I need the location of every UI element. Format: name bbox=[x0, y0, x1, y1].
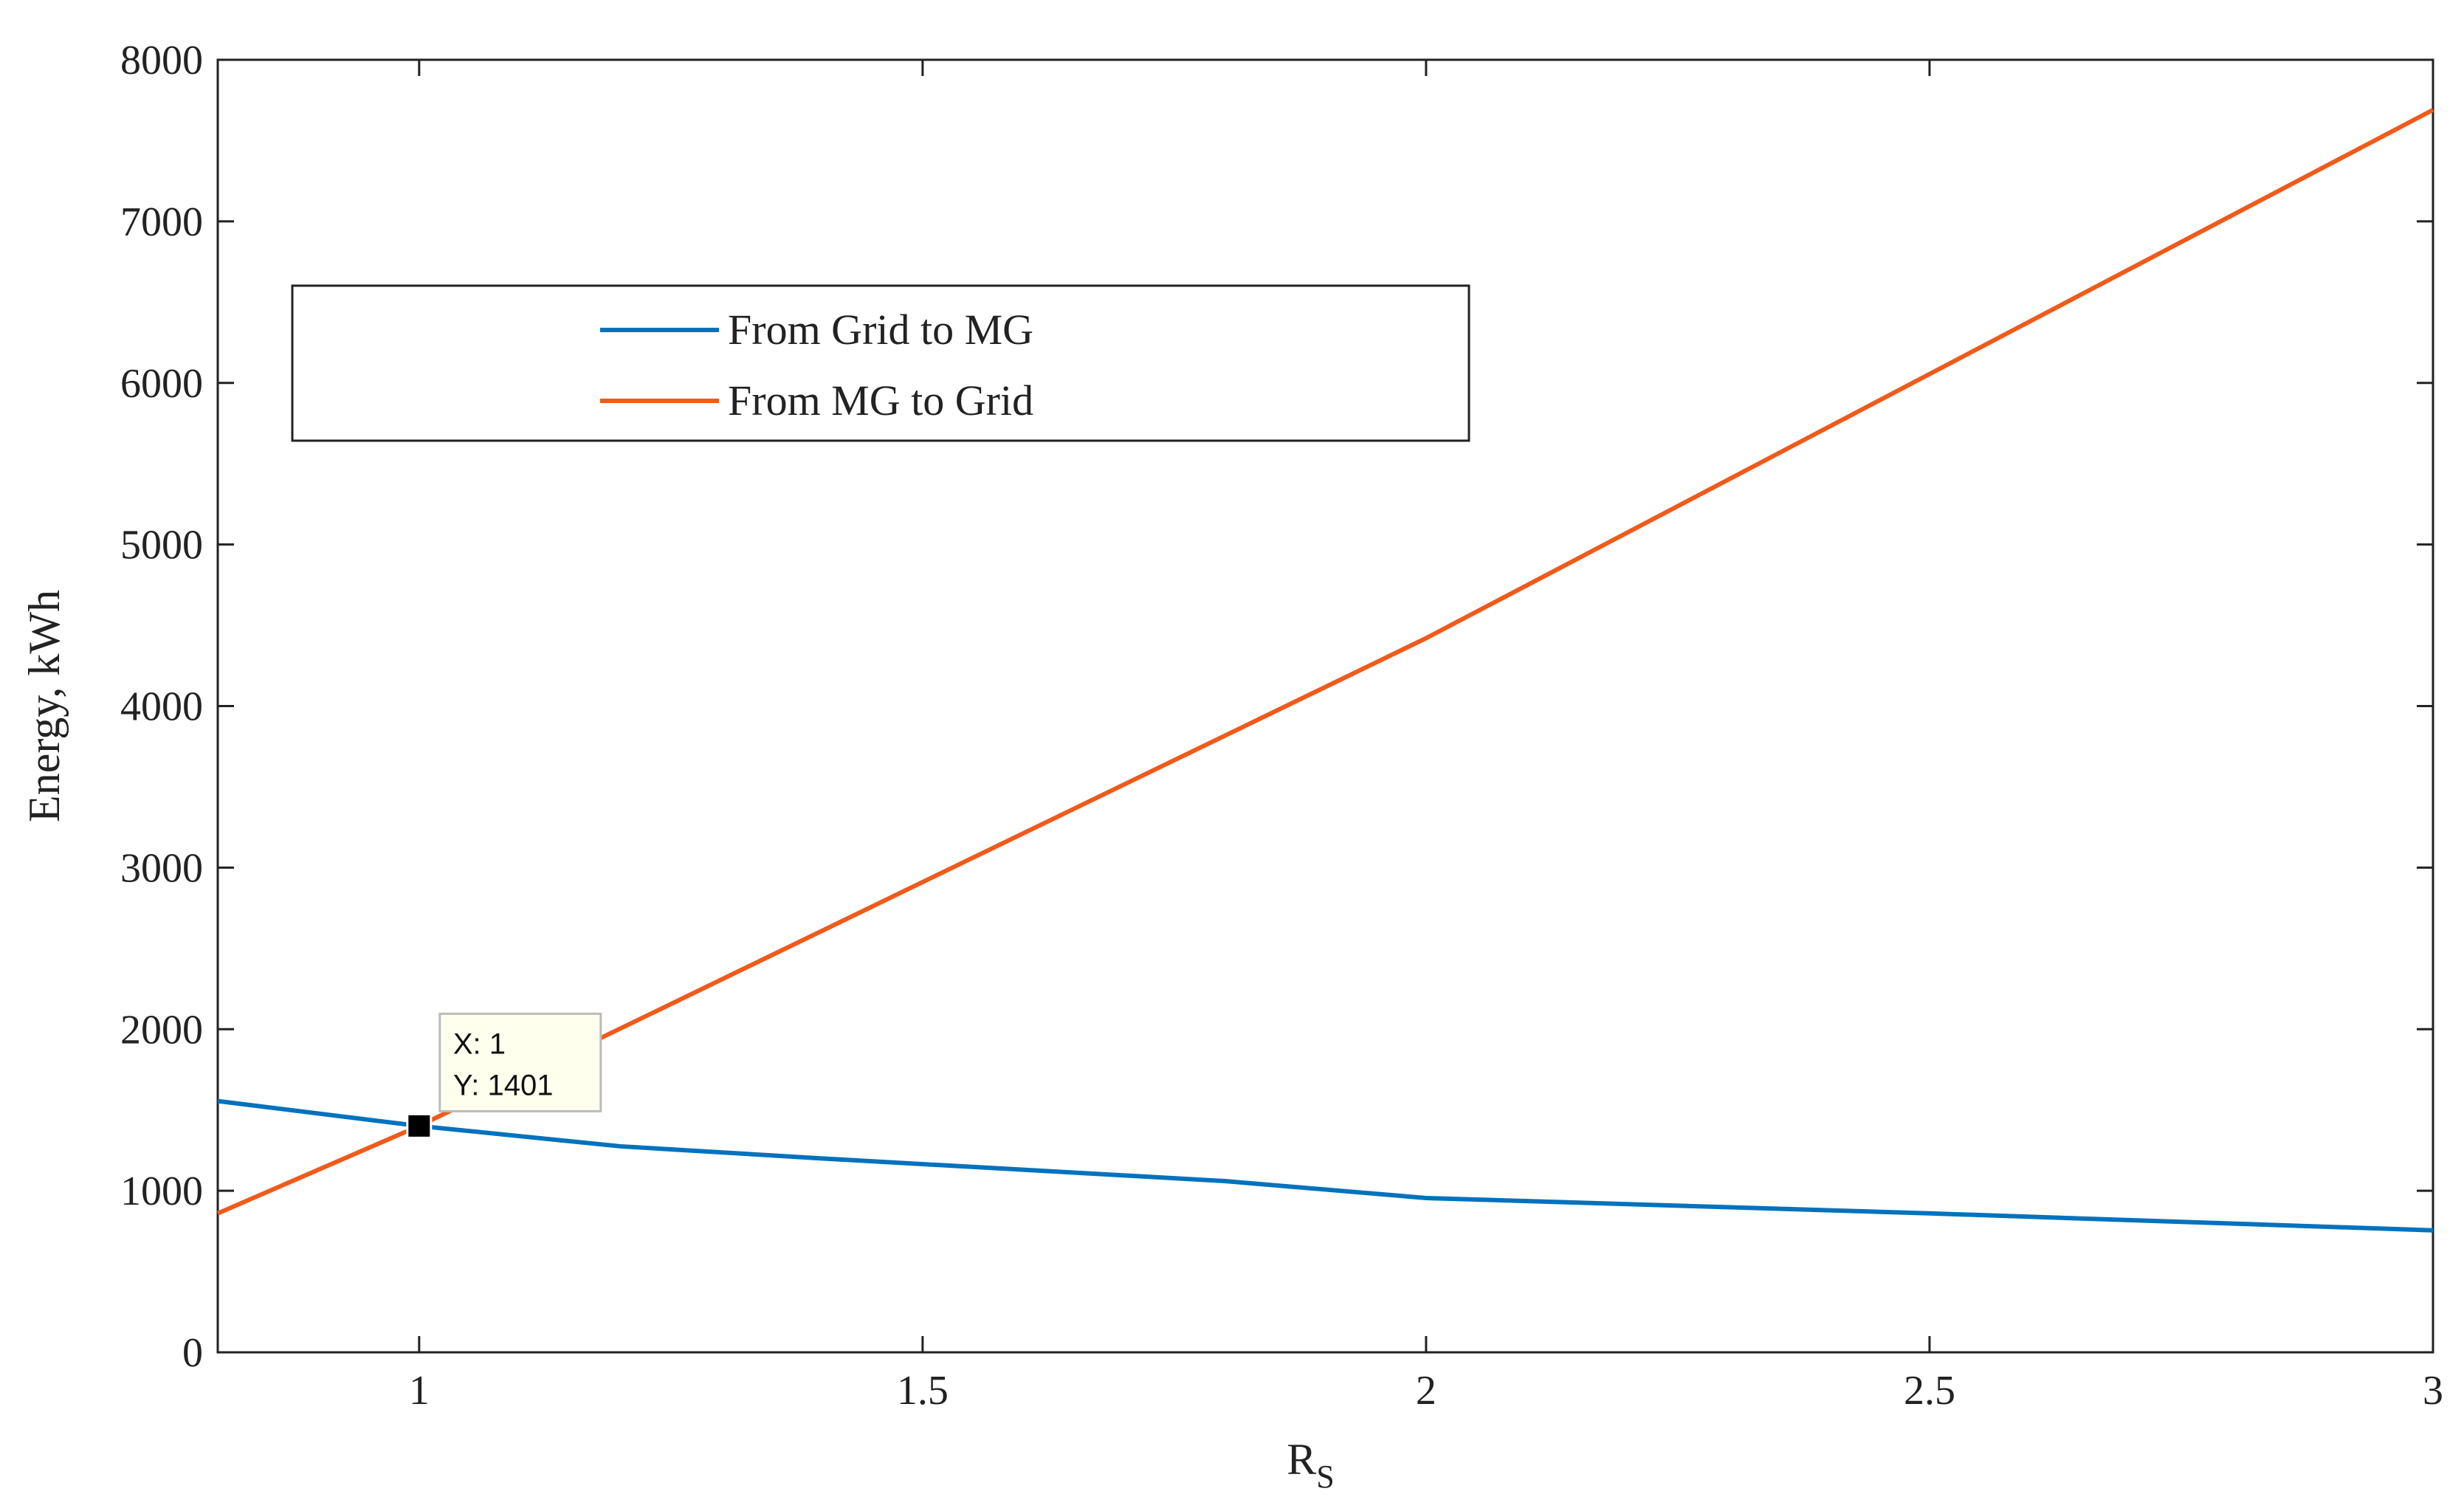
y-tick-label: 5000 bbox=[120, 523, 203, 568]
legend-label: From Grid to MG bbox=[728, 306, 1033, 354]
y-tick-label: 2000 bbox=[120, 1007, 203, 1053]
y-tick-label: 0 bbox=[182, 1330, 203, 1376]
y-tick-label: 4000 bbox=[120, 684, 203, 730]
x-tick-label: 2 bbox=[1416, 1368, 1436, 1414]
y-axis-label: Energy, kWh bbox=[20, 590, 69, 822]
x-tick-label: 1.5 bbox=[897, 1368, 949, 1414]
y-tick-label: 1000 bbox=[120, 1169, 203, 1214]
y-tick-label: 7000 bbox=[120, 199, 203, 245]
y-tick-label: 6000 bbox=[120, 361, 203, 407]
legend-box bbox=[291, 284, 1470, 442]
x-tick-label: 1 bbox=[409, 1368, 430, 1414]
series-line bbox=[216, 108, 2434, 1216]
plot-area bbox=[216, 58, 2434, 1354]
legend-label: From MG to Grid bbox=[728, 376, 1033, 424]
x-axis-label-sub: S bbox=[1316, 1459, 1334, 1495]
x-tick-label: 2.5 bbox=[1904, 1368, 1955, 1414]
y-tick-label: 3000 bbox=[120, 845, 203, 891]
x-axis-label-base: R bbox=[1287, 1435, 1316, 1484]
datatip-text: X: 1 bbox=[453, 1028, 506, 1060]
x-axis-label: RS bbox=[1287, 1435, 1335, 1495]
datatip-text: Y: 1401 bbox=[453, 1069, 554, 1101]
y-tick-label: 8000 bbox=[120, 38, 203, 83]
datatip-box bbox=[438, 1012, 602, 1112]
datatip-marker bbox=[406, 1112, 433, 1139]
series-line bbox=[217, 1098, 2434, 1233]
x-tick-label: 3 bbox=[2423, 1368, 2443, 1414]
